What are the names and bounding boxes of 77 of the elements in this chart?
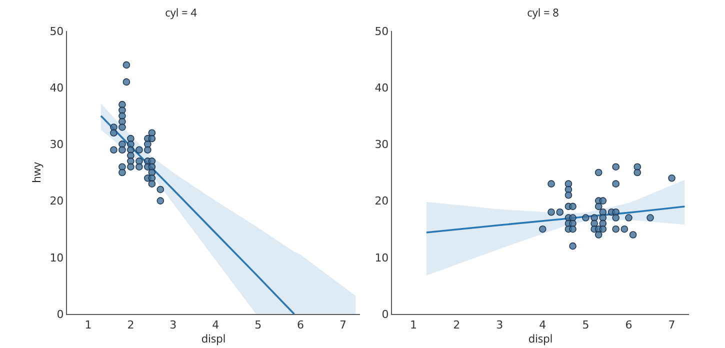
y-tick-label: 10 <box>50 251 64 264</box>
point <box>569 225 576 233</box>
point <box>148 134 156 142</box>
y-tick-label: 0 <box>382 308 389 321</box>
point <box>594 202 602 210</box>
point <box>668 174 676 182</box>
x-tick-label: 5 <box>582 318 590 332</box>
point <box>625 214 632 222</box>
x-axis-title: displ <box>528 331 553 346</box>
y-tick-label: 50 <box>374 24 389 38</box>
y-tick-label: 50 <box>50 24 64 38</box>
x-tick-label: 4 <box>539 318 546 332</box>
y-tick-label: 30 <box>50 138 64 152</box>
x-tick-label: 1 <box>84 318 92 332</box>
x-tick-label: 4 <box>212 318 220 332</box>
point <box>569 202 576 210</box>
point <box>548 208 555 216</box>
point <box>599 225 607 233</box>
point <box>599 197 607 204</box>
y-tick-label: 0 <box>56 308 64 321</box>
point <box>118 168 126 176</box>
point <box>136 163 143 170</box>
chart-title: cyl = 4 <box>165 5 198 20</box>
x-tick-label: 2 <box>127 318 134 332</box>
y-axis-title: hwy <box>29 162 44 183</box>
x-tick-label: 6 <box>297 318 304 332</box>
chart-title: cyl = 8 <box>527 5 559 20</box>
x-axis-title: displ <box>201 331 226 346</box>
point <box>136 158 143 165</box>
point <box>556 208 564 216</box>
point <box>612 225 620 233</box>
x-tick-label: 7 <box>668 318 676 332</box>
point <box>148 180 156 188</box>
point <box>582 214 590 222</box>
point <box>127 158 134 165</box>
point <box>110 129 118 137</box>
point <box>594 231 602 238</box>
point <box>612 163 620 170</box>
point <box>110 146 118 154</box>
x-tick-label: 3 <box>496 318 504 332</box>
y-tick-label: 30 <box>374 138 389 152</box>
point <box>548 180 555 188</box>
x-tick-label: 1 <box>410 318 418 332</box>
x-tick-label: 7 <box>340 318 347 332</box>
point <box>156 186 164 194</box>
point <box>144 146 152 154</box>
point <box>594 168 602 176</box>
point <box>634 168 641 176</box>
line-series <box>100 115 296 314</box>
y-tick-label: 40 <box>50 81 64 94</box>
line-series <box>426 206 686 234</box>
point <box>110 124 118 131</box>
y-tick-label: 20 <box>50 194 64 208</box>
point <box>122 61 130 69</box>
point <box>646 214 654 222</box>
x-tick-label: 3 <box>170 318 177 332</box>
point <box>122 78 130 86</box>
point <box>136 146 143 154</box>
point <box>118 146 126 154</box>
x-tick-label: 5 <box>254 318 262 332</box>
y-tick-label: 40 <box>374 81 389 94</box>
point <box>569 242 576 250</box>
point <box>118 140 126 148</box>
point <box>612 214 620 222</box>
point <box>127 163 134 170</box>
point <box>629 231 637 238</box>
point <box>156 197 164 204</box>
point <box>564 191 572 199</box>
point <box>118 124 126 131</box>
point <box>127 140 134 148</box>
point <box>539 225 546 233</box>
x-tick-label: 2 <box>453 318 460 332</box>
x-tick-label: 6 <box>625 318 632 332</box>
y-tick-label: 20 <box>374 194 389 208</box>
point <box>620 225 628 233</box>
y-tick-label: 10 <box>374 251 389 264</box>
point <box>612 180 620 188</box>
